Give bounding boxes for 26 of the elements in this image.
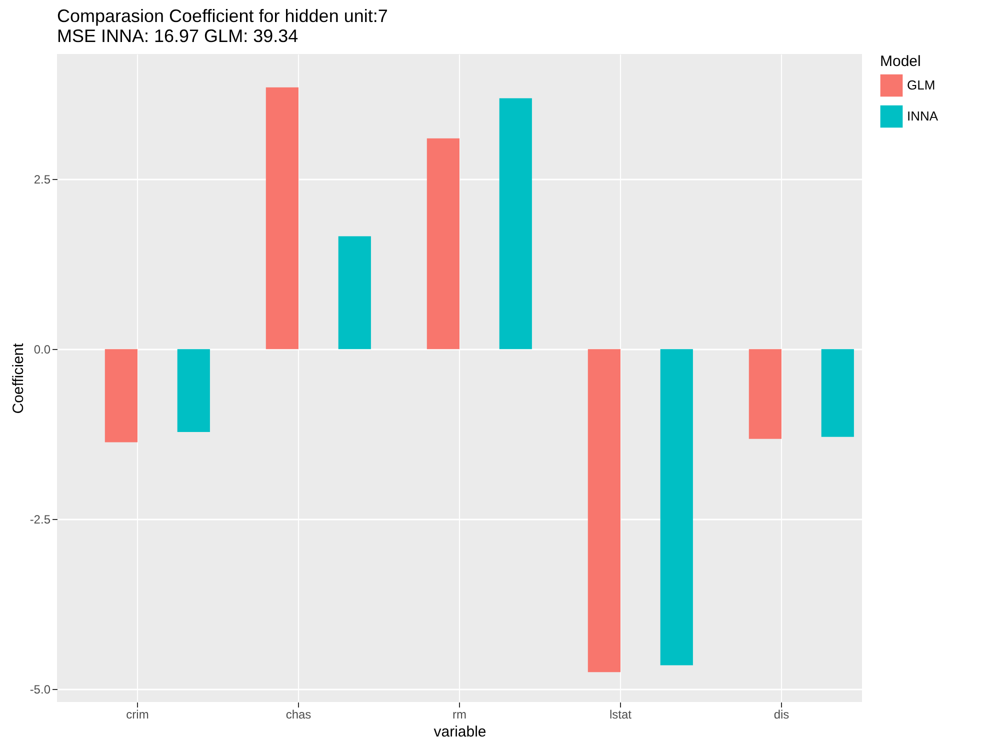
x-tick-label: chas <box>286 708 312 722</box>
bar <box>177 349 210 432</box>
bar <box>748 349 782 439</box>
y-tick-label: 0.0 <box>34 342 51 357</box>
x-tick-label: crim <box>126 708 149 722</box>
y-tick-label: 2.5 <box>34 172 51 187</box>
chart-subtitle: MSE INNA: 16.97 GLM: 39.34 <box>57 26 298 46</box>
y-tick-label: -2.5 <box>30 512 51 527</box>
bar <box>104 349 138 442</box>
bar <box>821 349 854 437</box>
legend-label: GLM <box>907 78 936 92</box>
x-tick-label: lstat <box>609 708 632 722</box>
bar <box>660 349 693 666</box>
legend-label: INNA <box>907 108 938 124</box>
chart-title: Comparasion Coefficient for hidden unit:7 <box>57 6 388 26</box>
x-tick-label: rm <box>452 708 466 722</box>
y-axis-title: Coefficient <box>10 342 27 414</box>
bar <box>499 98 532 350</box>
legend-title: Model <box>880 53 921 70</box>
x-tick-label: dis <box>774 708 790 722</box>
bar <box>338 236 371 350</box>
bar <box>426 138 460 350</box>
bar <box>588 349 620 672</box>
x-axis-title: variable <box>434 724 486 740</box>
y-tick-label: -5.0 <box>30 682 51 697</box>
bar <box>266 87 298 350</box>
